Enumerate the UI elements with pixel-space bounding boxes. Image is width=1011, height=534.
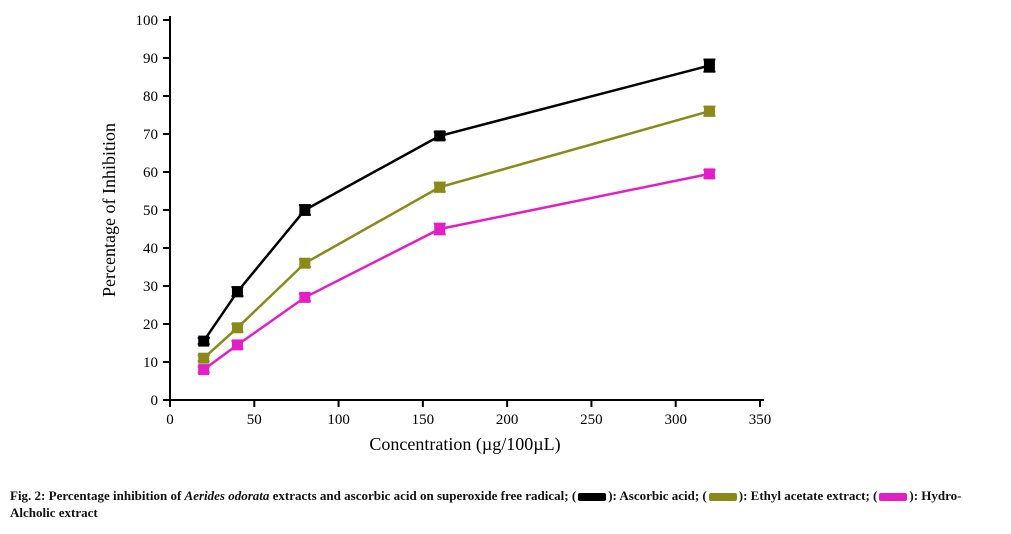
svg-text:300: 300 — [664, 412, 687, 428]
svg-text:Concentration (µg/100µL): Concentration (µg/100µL) — [369, 434, 560, 455]
svg-text:0: 0 — [166, 412, 174, 428]
svg-text:150: 150 — [412, 412, 435, 428]
caption-prefix: Fig. 2: Percentage inhibition of — [10, 488, 185, 503]
legend-swatch-ascorbic — [578, 493, 606, 501]
svg-text:100: 100 — [327, 412, 350, 428]
legend-swatch-hydro — [879, 493, 907, 501]
svg-text:40: 40 — [143, 241, 158, 257]
svg-text:50: 50 — [247, 412, 262, 428]
figure-container: { "chart": { "type": "line", "background… — [0, 0, 1011, 534]
figure-caption: Fig. 2: Percentage inhibition of Aerides… — [10, 487, 1001, 522]
legend-swatch-ethyl — [709, 493, 737, 501]
caption-leg-0: ): Ascorbic acid; ( — [608, 488, 707, 503]
svg-text:250: 250 — [580, 412, 603, 428]
svg-text:100: 100 — [136, 13, 159, 29]
svg-text:200: 200 — [496, 412, 519, 428]
svg-text:90: 90 — [143, 51, 158, 67]
svg-text:350: 350 — [749, 412, 772, 428]
caption-leg-1: ): Ethyl acetate extract; ( — [739, 488, 878, 503]
svg-text:Percentage of Inhibition: Percentage of Inhibition — [99, 123, 119, 297]
svg-text:60: 60 — [143, 165, 158, 181]
caption-species: Aerides odorata — [185, 488, 270, 503]
svg-text:50: 50 — [143, 203, 158, 219]
svg-text:20: 20 — [143, 317, 158, 333]
svg-text:10: 10 — [143, 355, 158, 371]
svg-text:0: 0 — [151, 393, 159, 409]
svg-text:80: 80 — [143, 89, 158, 105]
svg-text:70: 70 — [143, 127, 158, 143]
svg-text:30: 30 — [143, 279, 158, 295]
line-chart: 0 50 100 150 200 250 300 350 0 10 20 30 40 50 60 70 80 90… — [0, 0, 1011, 480]
caption-mid: extracts and ascorbic acid on superoxide… — [269, 488, 576, 503]
